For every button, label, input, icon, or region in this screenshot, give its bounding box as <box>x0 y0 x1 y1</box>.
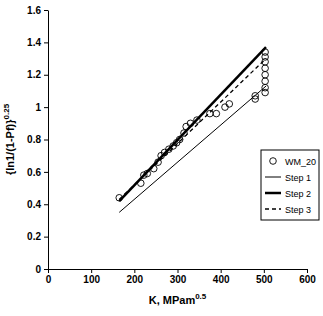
x-axis-title-text: K, MPam <box>149 294 196 306</box>
legend-label: Step 2 <box>285 189 311 199</box>
legend-label: Step 1 <box>285 173 311 183</box>
x-axis-tick-label: 300 <box>170 274 187 285</box>
x-axis-tick-label: 500 <box>256 274 273 285</box>
y-axis: 0 0.2 0.4 0.6 0.8 1 1.2 1.4 1.6 <box>27 5 48 275</box>
y-axis-tick: 0.6 <box>27 167 48 178</box>
y-axis-title-text: {ln1/(1-Pf)} <box>4 119 16 175</box>
x-axis-tick-mark <box>48 269 49 273</box>
scatter-point <box>262 71 269 78</box>
legend-symbol <box>265 192 281 195</box>
y-axis-tick-label: 0.8 <box>27 134 41 145</box>
x-axis-tick-mark <box>221 269 222 273</box>
x-axis-title: K, MPam0.5 <box>149 292 207 306</box>
y-axis-tick-label: 0.6 <box>27 167 41 178</box>
x-axis-tick-mark <box>178 269 179 273</box>
chart-svg: 0 100 200 300 400 500 600 0 0.2 0.4 0.6 0.8 1 1.2 1.4 1… <box>0 0 323 316</box>
y-axis-tick-label: 0.2 <box>27 231 41 242</box>
y-axis-tick-mark <box>44 107 48 108</box>
x-axis-tick-mark <box>264 269 265 273</box>
x-axis-tick-mark <box>91 269 92 273</box>
y-axis-tick-mark <box>44 172 48 173</box>
y-axis-tick: 0.4 <box>27 199 48 210</box>
scatter-point <box>207 110 214 117</box>
y-axis-tick-label: 1.6 <box>27 5 41 16</box>
y-axis-title-superscript: 0.25 <box>2 103 11 119</box>
x-axis-tick-mark <box>307 269 308 273</box>
legend-symbol <box>270 158 277 165</box>
y-axis-tick-mark <box>44 269 48 270</box>
y-axis-tick: 0.2 <box>27 231 48 242</box>
y-axis-tick-label: 1.2 <box>27 69 41 80</box>
x-axis-tick-label: 100 <box>83 274 100 285</box>
x-axis-tick: 200 <box>126 269 143 285</box>
x-axis: 0 100 200 300 400 500 600 <box>46 269 317 285</box>
legend: WM_20 Step 1 Step 2 Step 3 <box>261 150 319 220</box>
x-axis-tick-mark <box>134 269 135 273</box>
y-axis-tick-label: 1 <box>35 102 41 113</box>
y-axis-line <box>48 11 49 270</box>
legend-label: Step 3 <box>285 205 311 215</box>
y-axis-tick-label: 0 <box>35 264 41 275</box>
x-axis-tick: 600 <box>299 269 316 285</box>
y-axis-tick: 0 <box>35 264 48 275</box>
scatter-point <box>262 65 269 72</box>
scatter-point <box>226 101 233 108</box>
y-axis-tick-mark <box>44 237 48 238</box>
series-line <box>119 59 266 200</box>
legend-symbol <box>265 177 281 178</box>
x-axis-tick-label: 600 <box>299 274 316 285</box>
x-axis-tick: 400 <box>213 269 230 285</box>
y-axis-tick: 1.4 <box>27 37 48 48</box>
y-axis-tick: 0.8 <box>27 134 48 145</box>
scatter-point <box>213 110 220 117</box>
x-axis-tick-label: 0 <box>46 274 52 285</box>
plot-marks <box>116 47 269 212</box>
x-axis-title-superscript: 0.5 <box>195 292 207 301</box>
series-line <box>119 86 266 212</box>
y-axis-title: {ln1/(1-Pf)}0.25 <box>2 103 16 175</box>
scatter-point <box>222 104 229 111</box>
y-axis-tick: 1.2 <box>27 69 48 80</box>
y-axis-tick: 1 <box>35 102 48 113</box>
scatter-point <box>262 78 269 85</box>
y-axis-tick-label: 0.4 <box>27 199 41 210</box>
x-axis-tick: 100 <box>83 269 100 285</box>
y-axis-tick-mark <box>44 10 48 11</box>
x-axis-tick-label: 400 <box>213 274 230 285</box>
legend-symbol <box>265 208 281 209</box>
x-axis-tick: 500 <box>256 269 273 285</box>
y-axis-tick-mark <box>44 204 48 205</box>
scatter-point <box>262 84 269 91</box>
y-axis-tick-label: 1.4 <box>27 37 41 48</box>
legend-box <box>261 150 319 220</box>
x-axis-tick: 0 <box>46 269 52 285</box>
series-line <box>119 47 266 201</box>
y-axis-tick-mark <box>44 42 48 43</box>
y-axis-tick-mark <box>44 75 48 76</box>
chart-container: 0 100 200 300 400 500 600 0 0.2 0.4 0.6 0.8 1 1.2 1.4 1… <box>0 0 323 316</box>
y-axis-tick-mark <box>44 140 48 141</box>
y-axis-tick: 1.6 <box>27 5 48 16</box>
x-axis-tick-label: 200 <box>126 274 143 285</box>
x-axis-tick: 300 <box>170 269 187 285</box>
legend-label: WM_20 <box>285 157 316 167</box>
